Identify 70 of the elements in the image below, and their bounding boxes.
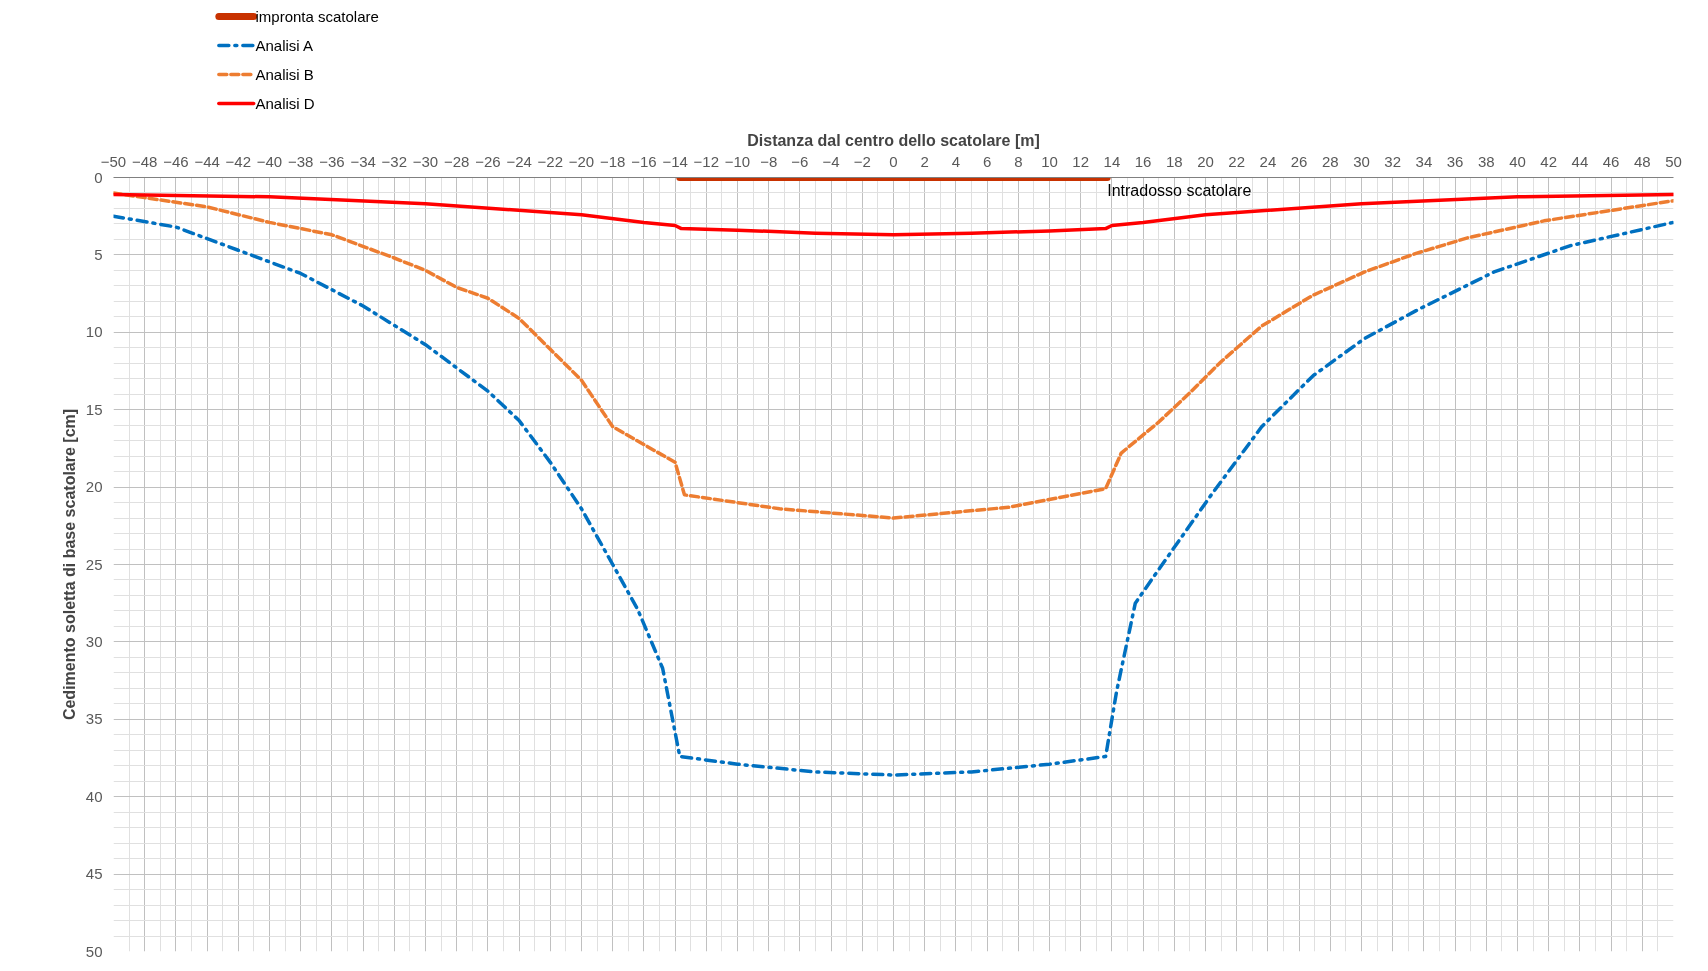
x-tick-label: −26	[475, 152, 501, 170]
x-tick-label: −28	[443, 152, 470, 170]
y-tick-label: 5	[94, 245, 103, 263]
x-tick-label: −34	[350, 152, 376, 170]
x-tick-label: 22	[1228, 152, 1246, 170]
y-tick-label: 0	[94, 168, 103, 186]
x-tick-label: −22	[537, 152, 564, 170]
y-tick-label: 35	[85, 710, 103, 728]
legend-label: Analisi D	[255, 95, 315, 112]
x-tick-label: −12	[693, 152, 720, 170]
y-tick-label: 20	[85, 478, 103, 496]
x-tick-label: −2	[853, 152, 871, 170]
x-tick-label: −46	[163, 152, 189, 170]
x-tick-label: 46	[1602, 152, 1620, 170]
x-tick-label: −50	[100, 152, 127, 170]
x-tick-label: −20	[568, 152, 595, 170]
x-tick-label: 44	[1571, 152, 1589, 170]
x-tick-label: −40	[256, 152, 283, 170]
x-tick-label: −42	[225, 152, 252, 170]
y-tick-label: 25	[85, 555, 103, 573]
x-tick-label: 10	[1041, 152, 1058, 170]
annotation: Intradosso scatolare	[1107, 181, 1252, 199]
y-tick-label: 50	[85, 942, 103, 960]
y-tick-label: 40	[85, 787, 103, 805]
x-tick-label: 0	[889, 152, 898, 170]
x-tick-label: 34	[1415, 152, 1433, 170]
y-tick-label: 30	[85, 632, 103, 650]
y-axis-title: Cedimento soletta di base scatolare [cm]	[60, 408, 78, 721]
y-tick-label: 10	[85, 323, 103, 341]
legend-label: impronta scatolare	[255, 8, 379, 25]
x-tick-label: −14	[662, 152, 688, 170]
x-tick-label: 38	[1477, 152, 1495, 170]
x-tick-label: −24	[506, 152, 532, 170]
x-tick-label: −44	[194, 152, 220, 170]
x-tick-label: −36	[319, 152, 345, 170]
x-tick-label: −32	[381, 152, 408, 170]
x-tick-label: −8	[760, 152, 778, 170]
x-tick-label: 32	[1384, 152, 1402, 170]
x-tick-label: 2	[920, 152, 929, 170]
x-tick-label: 20	[1197, 152, 1214, 170]
y-tick-label: 15	[85, 400, 103, 418]
x-tick-label: −48	[131, 152, 158, 170]
x-tick-label: 12	[1072, 152, 1090, 170]
x-tick-label: −4	[822, 152, 840, 170]
x-tick-label: −38	[287, 152, 314, 170]
x-tick-label: 8	[1014, 152, 1023, 170]
x-tick-label: 30	[1353, 152, 1370, 170]
x-tick-label: 16	[1134, 152, 1152, 170]
legend-label: Analisi B	[255, 66, 314, 83]
x-tick-label: 42	[1540, 152, 1558, 170]
x-tick-label: 26	[1290, 152, 1308, 170]
x-tick-label: 36	[1446, 152, 1464, 170]
x-tick-label: 18	[1165, 152, 1183, 170]
x-tick-label: 40	[1509, 152, 1526, 170]
y-tick-label: 45	[85, 865, 103, 883]
x-tick-label: −30	[412, 152, 439, 170]
line-series	[113, 214, 1674, 777]
x-tick-label: 48	[1633, 152, 1651, 170]
x-axis-title: Distanza dal centro dello scatolare [m]	[747, 131, 1040, 149]
x-tick-label: 4	[951, 152, 961, 170]
x-tick-label: −10	[724, 152, 751, 170]
x-tick-label: 24	[1259, 152, 1277, 170]
x-tick-label: −18	[599, 152, 626, 170]
x-tick-label: 14	[1103, 152, 1121, 170]
legend-label: Analisi A	[255, 37, 314, 54]
x-tick-label: 6	[982, 152, 992, 170]
x-tick-label: −16	[631, 152, 657, 170]
x-tick-label: 50	[1665, 152, 1682, 170]
x-tick-label: −6	[791, 152, 809, 170]
x-tick-label: 28	[1321, 152, 1339, 170]
